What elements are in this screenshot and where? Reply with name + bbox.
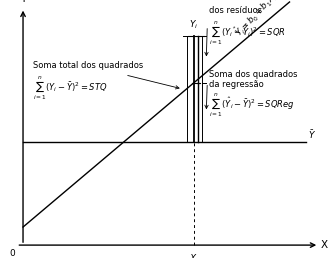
Text: $\sum_{i=1}^{n}(Y_i - \hat{Y}_i)^2 = SQR$: $\sum_{i=1}^{n}(Y_i - \hat{Y}_i)^2 = SQR… [209, 19, 286, 47]
Text: X: X [321, 240, 328, 250]
Text: Y: Y [20, 0, 26, 4]
Text: Soma dos quadrados
da regressão: Soma dos quadrados da regressão [209, 70, 297, 89]
Text: $\hat{Y}_i = b_0 + b_1 X_i$: $\hat{Y}_i = b_0 + b_1 X_i$ [232, 0, 281, 40]
Text: $Y_i$: $Y_i$ [190, 19, 199, 31]
Text: dos resíduos: dos resíduos [209, 6, 262, 15]
Text: 0: 0 [9, 249, 15, 258]
Text: $\bar{Y}$: $\bar{Y}$ [308, 128, 316, 141]
Text: Soma total dos quadrados: Soma total dos quadrados [33, 61, 143, 70]
Text: $\sum_{i=1}^{n}(\hat{Y}_i - \bar{Y})^2 = SQReg$: $\sum_{i=1}^{n}(\hat{Y}_i - \bar{Y})^2 =… [209, 92, 295, 119]
Text: $\sum_{i=1}^{n}(Y_i - \bar{Y})^2 = STQ$: $\sum_{i=1}^{n}(Y_i - \bar{Y})^2 = STQ$ [33, 75, 107, 102]
Text: $X_i$: $X_i$ [189, 252, 199, 258]
